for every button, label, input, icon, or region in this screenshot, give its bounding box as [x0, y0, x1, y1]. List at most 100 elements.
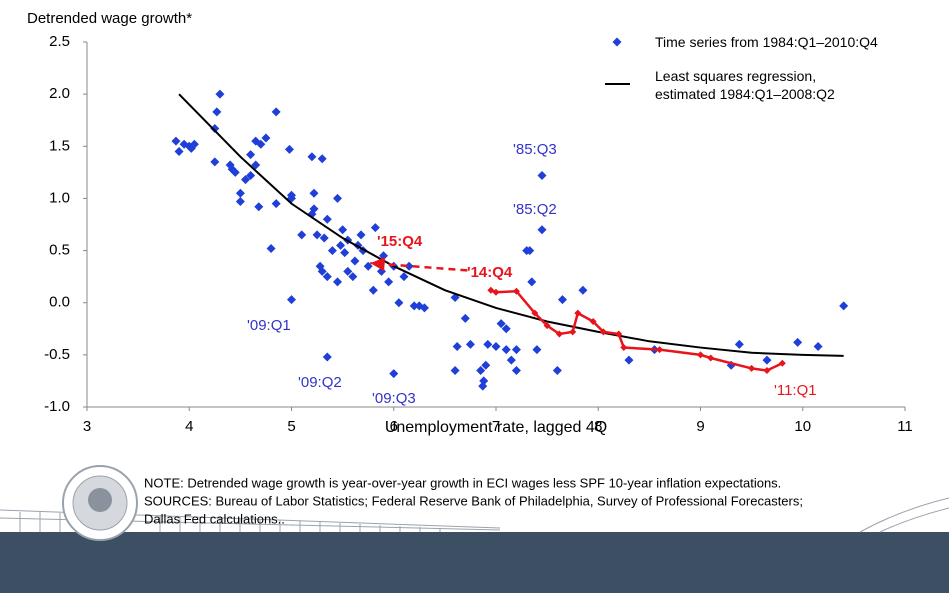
scatter-point: [404, 261, 414, 271]
scatter-point: [578, 285, 588, 295]
scatter-point: [389, 369, 399, 379]
recent-point: [778, 359, 786, 367]
x-tick-label: 4: [185, 418, 193, 435]
x-tick-label: 7: [492, 418, 500, 435]
regression-line: [178, 93, 844, 357]
scatter-point: [309, 188, 319, 198]
scatter-point: [319, 233, 329, 243]
scatter-point: [230, 167, 240, 177]
scatter-point: [322, 352, 332, 362]
scatter-point: [287, 190, 296, 200]
scatter-point: [734, 339, 744, 349]
recent-point: [555, 330, 563, 338]
scatter-point: [409, 301, 419, 311]
legend-label: Least squares regression, estimated 1984…: [655, 68, 835, 102]
recent-point: [707, 354, 715, 362]
recent-point: [615, 330, 623, 338]
scatter-point: [552, 366, 562, 375]
recent-point: [543, 322, 551, 330]
scatter-point: [527, 277, 537, 287]
scatter-point: [256, 139, 266, 149]
scatter-point: [210, 124, 220, 134]
x-tick-label: 6: [390, 418, 398, 435]
scatter-point: [343, 266, 353, 276]
legend-label: Time series from 1984:Q1–2010:Q4: [655, 34, 878, 50]
x-tick-label: 5: [287, 418, 295, 435]
scatter-point: [261, 133, 271, 143]
annotation: '09:Q2: [298, 374, 342, 391]
recent-point: [569, 328, 577, 336]
scatter-point: [557, 295, 567, 305]
scatter-point: [419, 303, 429, 313]
x-tick-label: 9: [696, 418, 704, 435]
scatter-point: [338, 225, 348, 235]
projection-arrowhead: [370, 257, 386, 272]
scatter-point: [271, 199, 281, 209]
y-tick-label: 1.5: [49, 137, 70, 154]
scatter-point: [450, 366, 460, 375]
scatter-point: [762, 355, 772, 365]
scatter-point: [317, 154, 327, 164]
annotation: '85:Q2: [513, 201, 557, 218]
scatter-point: [333, 193, 343, 203]
scatter-point: [246, 150, 256, 160]
scatter-point: [479, 376, 489, 386]
note: NOTE: Detrended wage growth is year-over…: [144, 475, 781, 490]
y-tick-label: -0.5: [44, 346, 70, 363]
projection-line: [370, 261, 468, 272]
scatter-point: [312, 230, 322, 240]
scatter-point: [210, 157, 220, 167]
scatter-point: [340, 248, 350, 258]
scatter-point: [793, 337, 803, 347]
scatter-point: [287, 295, 296, 305]
scatter-point: [254, 202, 264, 212]
scatter-point: [297, 230, 307, 240]
scatter-point: [501, 324, 511, 334]
y-axis-title: Detrended wage growth*: [27, 10, 192, 27]
scatter-point: [476, 366, 486, 375]
scatter-point: [171, 136, 181, 146]
scatter-point: [336, 240, 346, 250]
scatter-point: [384, 277, 394, 287]
annotation: '85:Q3: [513, 141, 557, 158]
scatter-point: [356, 230, 366, 240]
footer-bar: [0, 532, 949, 593]
scatter-point: [317, 266, 327, 276]
logo: [62, 465, 138, 541]
scatter-point: [624, 355, 634, 365]
scatter-point: [506, 355, 516, 365]
scatter-point: [322, 214, 332, 224]
recent-point: [574, 309, 582, 317]
x-tick-label: 3: [83, 418, 91, 435]
annotation: '11:Q1: [774, 382, 817, 399]
recent-point: [589, 317, 597, 325]
scatter-point: [496, 319, 506, 329]
x-tick-label: 8: [594, 418, 602, 435]
scatter-point: [235, 188, 245, 198]
recent-point: [487, 286, 495, 294]
recent-point: [620, 344, 628, 352]
x-axis-title: Unemployment rate, lagged 4Q: [385, 419, 607, 436]
scatter-point: [452, 342, 462, 352]
scatter-point: [483, 339, 493, 349]
scatter-point: [307, 152, 317, 162]
scatter-point: [266, 243, 276, 253]
scatter-point: [481, 360, 491, 370]
recent-point: [531, 309, 539, 317]
scatter-point: [465, 339, 475, 349]
recent-point: [656, 346, 664, 354]
scatter-point: [368, 285, 378, 295]
scatter-point: [511, 366, 521, 375]
recent-point: [599, 328, 607, 336]
recent-point: [763, 367, 771, 374]
scatter-point: [501, 345, 511, 355]
scatter-point: [491, 342, 501, 352]
y-tick-label: 2.0: [49, 85, 70, 102]
scatter-point: [525, 246, 535, 256]
recent-path: [490, 289, 783, 372]
y-tick-label: 0.5: [49, 242, 70, 259]
scatter-point: [394, 298, 404, 308]
x-tick-label: 10: [794, 418, 811, 435]
scatter-point: [532, 345, 542, 355]
